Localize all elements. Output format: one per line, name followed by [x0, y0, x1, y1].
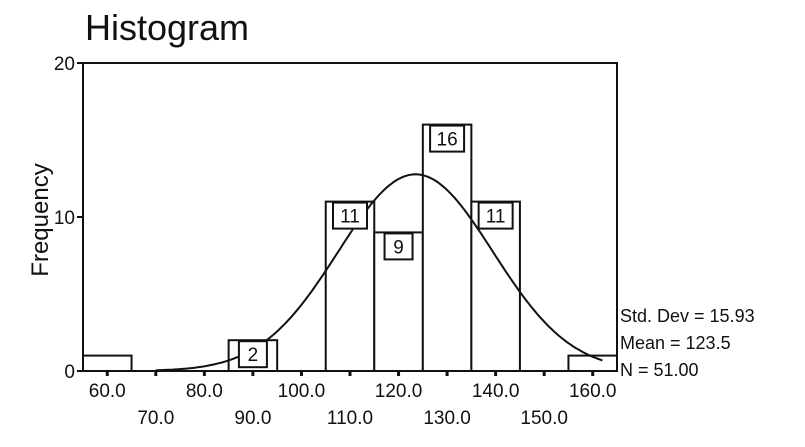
bar-label-box [429, 124, 466, 153]
x-tick-label: 70.0 [137, 408, 174, 429]
bar-label-box [237, 340, 268, 369]
stat-mean: Mean = 123.5 [620, 333, 731, 353]
bar-data-label: 9 [393, 237, 404, 258]
x-tick-label: 100.0 [278, 381, 326, 402]
bar-label-box [332, 201, 368, 230]
x-tick-label: 90.0 [234, 408, 271, 429]
bar-label-box [383, 232, 414, 261]
x-tick-label: 120.0 [375, 381, 423, 402]
histogram-bar [421, 123, 473, 372]
stat-std-dev: Std. Dev = 15.93 [620, 306, 755, 326]
x-tick-label: 140.0 [472, 381, 520, 402]
histogram-bar [567, 354, 618, 373]
bar-label-box [477, 201, 514, 230]
y-tick-label: 20 [54, 54, 75, 75]
x-tick-label: 160.0 [569, 381, 617, 402]
histogram-bar [82, 354, 133, 373]
y-tick-label: 0 [64, 362, 75, 383]
y-tick-label: 10 [54, 208, 75, 229]
chart-title: Histogram [85, 7, 249, 48]
x-tick-label: 130.0 [423, 408, 471, 429]
x-tick-label: 110.0 [327, 408, 373, 429]
x-tick-label: 60.0 [89, 381, 126, 402]
bar-data-label: 11 [486, 207, 506, 228]
bar-data-label: 11 [340, 207, 360, 228]
bar-data-label: 16 [437, 130, 458, 151]
stat-n: N = 51.00 [620, 360, 699, 380]
x-tick-label: 150.0 [520, 408, 568, 429]
x-tick-label: 80.0 [186, 381, 223, 402]
normal-curve [155, 173, 603, 372]
y-axis-label: Frequency [27, 163, 54, 276]
bar-data-label: 2 [248, 345, 259, 366]
